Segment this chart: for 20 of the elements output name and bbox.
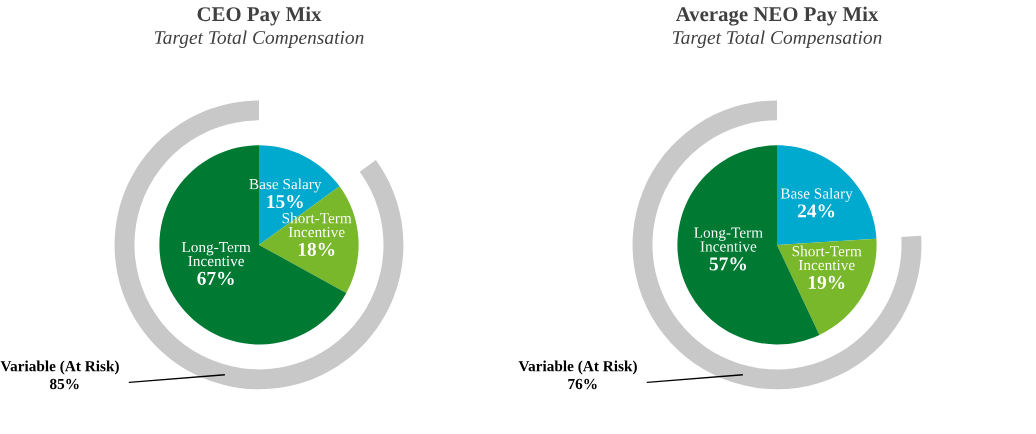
- slice-label: Base Salary: [780, 187, 853, 202]
- slice-label: Variable (At Risk): [518, 360, 637, 375]
- data-label: 19%: [808, 275, 845, 290]
- chart-title: Average NEO Pay Mix: [675, 6, 879, 26]
- data-label: 57%: [709, 257, 747, 271]
- slice-label: Short-Term Incentive: [792, 245, 862, 271]
- slice-label: Long-Term Incentive: [181, 242, 251, 267]
- data-label: 85%: [49, 378, 79, 390]
- chart-title: CEO Pay Mix: [197, 6, 322, 26]
- slice-label: Long-Term Incentive: [694, 227, 763, 252]
- pie-slice: [777, 238, 877, 336]
- slice-label: Variable (At Risk): [0, 360, 119, 375]
- pie-slice: [777, 145, 877, 245]
- data-label: 24%: [797, 204, 835, 218]
- chart-subtitle: Target Total Compensation: [154, 30, 364, 49]
- chart-subtitle: Target Total Compensation: [672, 30, 882, 49]
- data-label: 67%: [197, 271, 234, 285]
- data-label: 15%: [267, 194, 303, 209]
- data-label: 18%: [298, 242, 335, 257]
- data-label: 76%: [568, 378, 597, 390]
